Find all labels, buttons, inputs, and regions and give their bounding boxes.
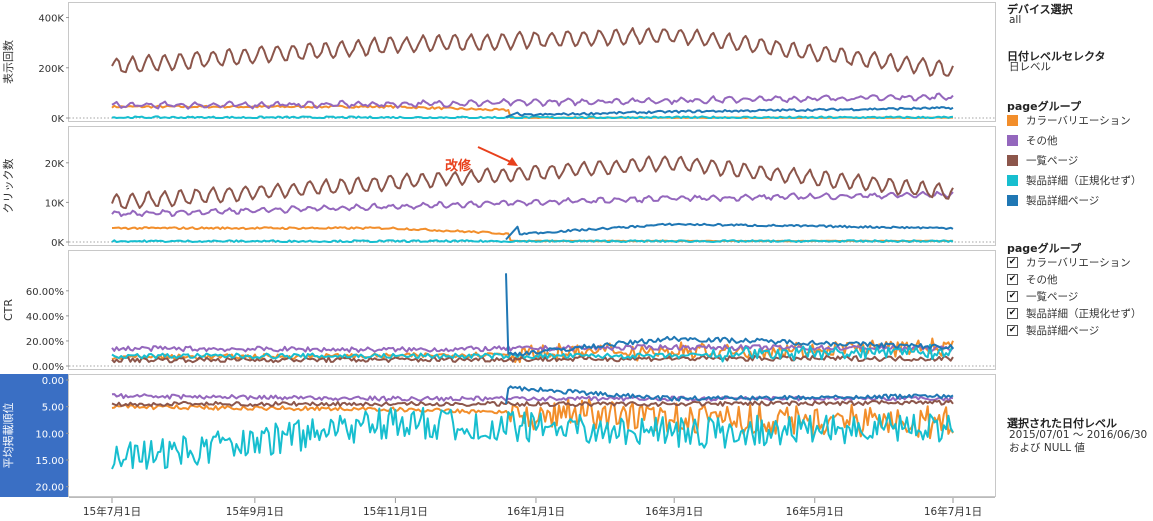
chart-area: 表示回数 400K 200K 0K クリック数 20K 10K 0K CTR 60.00% 40.0… bbox=[0, 2, 996, 518]
y-tick-label: 400K bbox=[38, 14, 64, 25]
series-line-1 bbox=[111, 343, 954, 353]
panel-y-axis-title: クリック数 bbox=[2, 159, 15, 214]
series-line-2 bbox=[111, 27, 954, 77]
panel-frame bbox=[68, 250, 996, 370]
filter-option-label: 製品詳細ページ bbox=[1026, 324, 1100, 337]
date-level-selector-value[interactable]: 日レベル bbox=[1009, 61, 1051, 73]
filter-option[interactable]: ✔ 製品詳細（正規化せず） bbox=[1007, 306, 1142, 320]
measure-header-highlight bbox=[0, 374, 68, 497]
x-tick-label: 16年1月1日 bbox=[507, 505, 565, 518]
annotation-arrowhead bbox=[507, 157, 518, 166]
filter-option-label: カラーバリエーション bbox=[1026, 256, 1131, 269]
filter-option-label: 製品詳細（正規化せず） bbox=[1026, 307, 1142, 320]
series-line-4 bbox=[505, 273, 954, 357]
series-line-2 bbox=[111, 355, 954, 364]
x-tick-label: 16年3月1日 bbox=[645, 505, 703, 518]
legend-item[interactable]: カラーバリエーション bbox=[1007, 113, 1131, 127]
series-line-3 bbox=[111, 343, 954, 363]
selected-null-values: および NULL 値 bbox=[1009, 442, 1085, 454]
series-line-0 bbox=[111, 397, 954, 440]
panel-y-axis-title: CTR bbox=[2, 299, 15, 321]
legend-swatch bbox=[1007, 114, 1018, 126]
series-line-1 bbox=[111, 92, 954, 110]
legend-item[interactable]: 製品詳細（正規化せず） bbox=[1007, 173, 1142, 187]
legend-label: その他 bbox=[1026, 134, 1058, 147]
y-tick-label: 20K bbox=[45, 159, 65, 170]
legend-item[interactable]: その他 bbox=[1007, 133, 1058, 147]
y-tick-label: 20.00 bbox=[35, 483, 64, 494]
legend-item[interactable]: 一覧ページ bbox=[1007, 153, 1078, 167]
legend-item[interactable]: 製品詳細ページ bbox=[1007, 193, 1099, 207]
filter-option[interactable]: ✔ 製品詳細ページ bbox=[1007, 323, 1099, 337]
y-tick-label: 10.00 bbox=[35, 429, 64, 440]
series-line-4 bbox=[505, 222, 954, 241]
x-tick-label: 16年5月1日 bbox=[786, 505, 844, 518]
series-line-4 bbox=[505, 385, 954, 405]
filter-option-label: 一覧ページ bbox=[1026, 290, 1079, 303]
legend-swatch bbox=[1007, 154, 1018, 166]
filter-option-label: その他 bbox=[1026, 273, 1058, 286]
annotation-label: 改修 bbox=[445, 158, 472, 174]
y-tick-label: 0.00 bbox=[42, 376, 64, 387]
legend-swatch bbox=[1007, 134, 1018, 146]
y-tick-label: 0K bbox=[51, 238, 64, 249]
series-line-3 bbox=[111, 406, 954, 470]
legend-label: カラーバリエーション bbox=[1026, 114, 1131, 127]
series-line-3 bbox=[111, 115, 954, 119]
panel-y-axis-title: 表示回数 bbox=[1, 40, 15, 84]
filter-checkbox[interactable]: ✔ bbox=[1007, 273, 1018, 285]
filter-checkbox[interactable]: ✔ bbox=[1007, 324, 1018, 336]
filter-option[interactable]: ✔ カラーバリエーション bbox=[1007, 255, 1131, 269]
y-tick-label: 10K bbox=[45, 198, 65, 209]
filter-checkbox[interactable]: ✔ bbox=[1007, 256, 1018, 268]
y-tick-label: 200K bbox=[38, 64, 64, 75]
panel-y-axis-title: 平均掲載順位 bbox=[1, 403, 15, 469]
legend-label: 一覧ページ bbox=[1026, 154, 1079, 167]
x-tick-label: 16年7月1日 bbox=[924, 505, 982, 518]
y-tick-label: 0.00% bbox=[32, 362, 64, 373]
x-tick-label: 15年7月1日 bbox=[83, 505, 141, 518]
selected-date-level-title: 選択された日付レベル bbox=[1007, 417, 1117, 430]
series-line-3 bbox=[111, 239, 954, 243]
legend-swatch bbox=[1007, 194, 1018, 206]
series-line-4 bbox=[505, 106, 954, 119]
y-tick-label: 0K bbox=[51, 114, 64, 125]
series-line-2 bbox=[111, 399, 954, 408]
x-tick-label: 15年9月1日 bbox=[226, 505, 284, 518]
sidebar: デバイス選択 all 日付レベルセレクタ 日レベル pageグループ カラーバリ… bbox=[1003, 0, 1153, 521]
series-line-0 bbox=[111, 226, 954, 243]
filter-checkbox[interactable]: ✔ bbox=[1007, 307, 1018, 319]
annotation-arrow-line bbox=[477, 146, 514, 164]
filter-option[interactable]: ✔ その他 bbox=[1007, 272, 1058, 286]
legend-label: 製品詳細（正規化せず） bbox=[1026, 174, 1142, 187]
y-tick-label: 40.00% bbox=[26, 312, 64, 323]
selected-date-range: 2015/07/01 ～ 2016/06/30 bbox=[1009, 429, 1148, 441]
device-selector-title: デバイス選択 bbox=[1007, 3, 1073, 16]
color-legend-title: pageグループ bbox=[1007, 100, 1081, 113]
series-line-1 bbox=[111, 190, 954, 218]
y-tick-label: 20.00% bbox=[26, 337, 64, 348]
filter-checkbox[interactable]: ✔ bbox=[1007, 290, 1018, 302]
y-tick-label: 15.00 bbox=[35, 456, 64, 467]
date-level-selector-title: 日付レベルセレクタ bbox=[1007, 50, 1106, 63]
y-tick-label: 5.00 bbox=[42, 403, 64, 414]
filter-title: pageグループ bbox=[1007, 242, 1081, 255]
filter-option[interactable]: ✔ 一覧ページ bbox=[1007, 289, 1078, 303]
y-tick-label: 60.00% bbox=[26, 287, 64, 298]
series-line-2 bbox=[111, 155, 954, 210]
legend-swatch bbox=[1007, 174, 1018, 186]
x-tick-label: 15年11月1日 bbox=[363, 505, 428, 518]
panel-frame bbox=[68, 374, 996, 497]
legend-label: 製品詳細ページ bbox=[1026, 194, 1100, 207]
device-selector-value[interactable]: all bbox=[1009, 14, 1022, 26]
panel-frame bbox=[68, 2, 996, 122]
panel-frame bbox=[68, 126, 996, 246]
